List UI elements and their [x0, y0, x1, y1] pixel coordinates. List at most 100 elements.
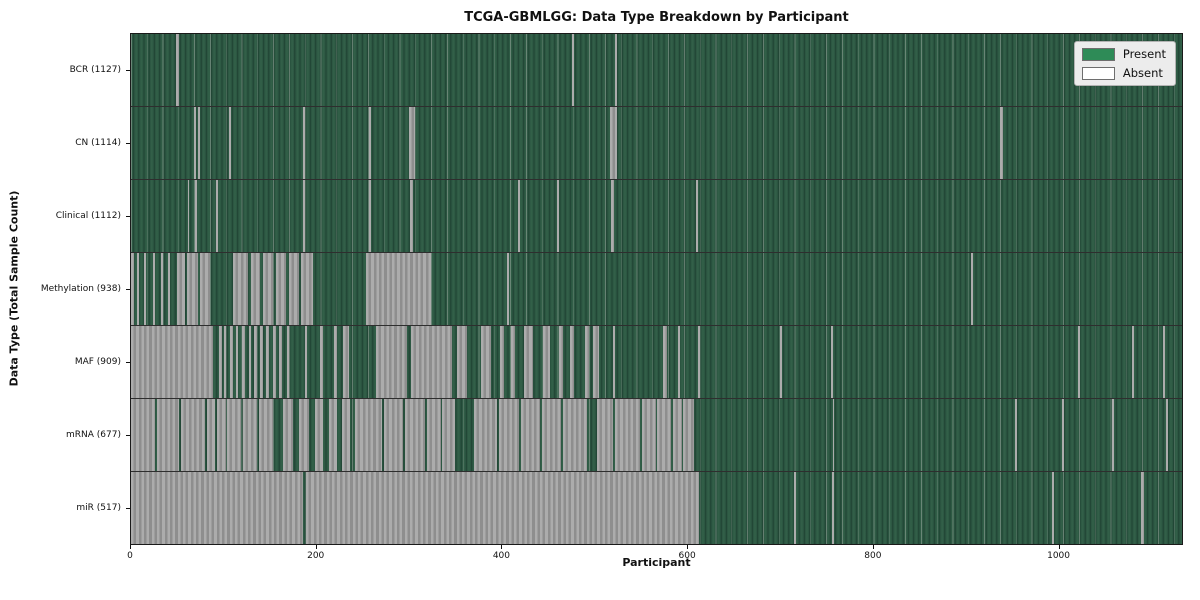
absent-segment: [342, 399, 350, 471]
absent-segment: [275, 253, 286, 325]
x-tick-mark: [315, 545, 317, 549]
absent-segment: [384, 399, 404, 471]
absent-segment: [303, 107, 306, 179]
absent-segment: [1131, 326, 1134, 398]
absent-segment: [1000, 107, 1004, 179]
absent-segment: [333, 326, 337, 398]
absent-segment: [369, 180, 372, 252]
absent-segment: [662, 326, 667, 398]
absent-segment: [426, 399, 441, 471]
x-tick-mark: [872, 545, 874, 549]
absent-segment: [227, 399, 242, 471]
legend-entry-present: Present: [1081, 47, 1166, 61]
absent-segment: [442, 399, 456, 471]
absent-segment: [176, 34, 180, 106]
absent-segment: [219, 326, 222, 398]
plot-area: Present Absent: [130, 33, 1183, 545]
absent-segment: [300, 253, 313, 325]
absent-segment: [612, 326, 615, 398]
x-tick-mark: [501, 545, 503, 549]
absent-segment: [168, 253, 170, 325]
absent-segment: [254, 326, 258, 398]
absent-segment: [250, 253, 260, 325]
y-tick-mark: [126, 435, 130, 437]
absent-segment: [230, 326, 233, 398]
absent-segment: [592, 326, 600, 398]
legend: Present Absent: [1073, 41, 1176, 86]
absent-segment: [557, 180, 560, 252]
absent-segment: [131, 326, 213, 398]
absent-segment: [369, 107, 372, 179]
absent-segment: [298, 399, 309, 471]
absent-segment: [262, 253, 273, 325]
absent-segment: [673, 399, 682, 471]
absent-segment: [131, 399, 156, 471]
y-tick-mark: [126, 142, 130, 144]
absent-segment: [232, 253, 248, 325]
absent-swatch: [1081, 66, 1115, 80]
y-tick-label-miR: miR (517): [76, 503, 121, 514]
x-tick-mark: [1058, 545, 1060, 549]
absent-segment: [177, 253, 185, 325]
absent-segment: [1062, 399, 1065, 471]
absent-segment: [194, 180, 197, 252]
absent-segment: [242, 326, 245, 398]
present-swatch: [1081, 47, 1115, 61]
y-tick-mark: [126, 69, 130, 71]
absent-segment: [832, 399, 835, 471]
absent-segment: [160, 253, 163, 325]
y-tick-mark: [126, 508, 130, 510]
y-tick-label-Clinical: Clinical (1112): [55, 210, 121, 221]
absent-segment: [329, 399, 337, 471]
y-tick-label-MAF: MAF (909): [74, 357, 121, 368]
absent-segment: [282, 399, 294, 471]
row-BCR: [131, 34, 1182, 106]
absent-segment: [143, 253, 146, 325]
absent-segment: [572, 34, 574, 106]
absent-segment: [343, 326, 349, 398]
x-tick-label: 0: [127, 551, 133, 561]
x-tick-mark: [687, 545, 689, 549]
absent-segment: [279, 326, 283, 398]
x-tick-label: 1000: [1047, 551, 1071, 561]
absent-segment: [481, 326, 491, 398]
absent-segment: [306, 472, 700, 544]
absent-segment: [366, 253, 432, 325]
absent-segment: [229, 107, 232, 179]
x-tick-mark: [130, 545, 131, 549]
y-tick-mark: [126, 362, 130, 364]
row-Methylation: [131, 252, 1182, 325]
absent-segment: [288, 253, 299, 325]
absent-segment: [570, 326, 574, 398]
row-MAF: [131, 325, 1182, 398]
absent-segment: [131, 253, 134, 325]
absent-segment: [1166, 399, 1169, 471]
absent-segment: [409, 180, 413, 252]
absent-segment: [216, 180, 219, 252]
y-tick-label-mRNA: mRNA (677): [66, 430, 121, 441]
absent-segment: [272, 326, 276, 398]
absent-segment: [542, 326, 550, 398]
absent-segment: [657, 399, 672, 471]
absent-segment: [457, 326, 467, 398]
absent-segment: [830, 326, 833, 398]
legend-entry-absent: Absent: [1081, 66, 1166, 80]
absent-segment: [970, 253, 974, 325]
absent-segment: [199, 253, 210, 325]
absent-segment: [473, 399, 498, 471]
absent-segment: [409, 107, 415, 179]
absent-segment: [1141, 472, 1144, 544]
row-mRNA: [131, 398, 1182, 471]
absent-segment: [696, 180, 699, 252]
x-tick-label: 400: [492, 551, 511, 561]
absent-segment: [375, 326, 408, 398]
absent-segment: [523, 326, 534, 398]
x-tick-label: 200: [307, 551, 325, 561]
absent-segment: [499, 326, 504, 398]
absent-segment: [206, 399, 216, 471]
absent-segment: [677, 326, 680, 398]
absent-segment: [597, 399, 613, 471]
y-tick-label-CN: CN (1114): [75, 137, 121, 148]
absent-segment: [137, 253, 140, 325]
